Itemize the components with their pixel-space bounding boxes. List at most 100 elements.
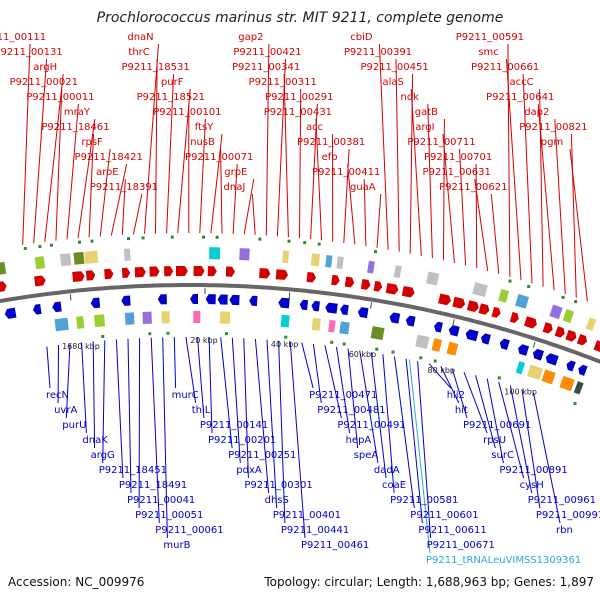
- feature-category-block: [54, 317, 69, 332]
- gene-label: P9211_18391: [90, 182, 158, 193]
- gc-dot: [224, 332, 228, 336]
- feature-category-block: [498, 289, 510, 303]
- label-leader: [66, 103, 79, 240]
- label-leader: [442, 133, 455, 263]
- gene-label: P9211_00291: [265, 92, 333, 103]
- gc-dot: [574, 300, 578, 304]
- gene-label: argG: [91, 450, 115, 461]
- feature-category-block: [339, 321, 350, 335]
- gene-label: murC: [172, 390, 199, 401]
- feature-category-block: [515, 361, 526, 375]
- gene-label: P9211_00311: [249, 77, 317, 88]
- gene-label: mraY: [64, 107, 91, 118]
- label-leader: [506, 58, 522, 281]
- reverse-gene-arrow: [545, 353, 559, 366]
- reverse-gene-arrow: [518, 344, 530, 356]
- feature-category-block: [336, 256, 344, 270]
- label-leader: [443, 118, 445, 261]
- label-leader: [405, 358, 423, 524]
- reverse-gene-arrow: [311, 300, 320, 312]
- label-leader: [115, 339, 124, 479]
- gene-label: dnaJ: [224, 182, 246, 193]
- feature-category-block: [472, 282, 488, 298]
- label-leader: [231, 337, 241, 464]
- forward-gene-arrow: [121, 267, 131, 279]
- label-leader: [102, 340, 106, 464]
- label-leader: [220, 337, 233, 449]
- gene-label: P9211_00051: [135, 510, 203, 521]
- forward-gene-arrow: [401, 285, 415, 298]
- label-lines: [22, 43, 588, 554]
- feature-category-block: [161, 311, 170, 324]
- gc-dot: [258, 237, 262, 241]
- feature-category-block: [562, 309, 575, 323]
- forward-gene-arrow: [306, 271, 316, 283]
- gene-label: P9211_00491: [337, 420, 405, 431]
- label-leader: [382, 354, 395, 494]
- label-leader: [166, 73, 175, 234]
- label-leader: [46, 346, 51, 389]
- reverse-gene-arrow: [357, 307, 369, 319]
- label-leader: [570, 133, 577, 298]
- gene-label: uvrA: [54, 405, 77, 416]
- label-leader: [289, 341, 306, 539]
- gene-label: P9211_00421: [233, 47, 301, 58]
- gene-label: P9211_00701: [424, 152, 492, 163]
- gene-label: rpsF: [81, 137, 103, 148]
- feature-category-block: [59, 253, 72, 267]
- gene-label: dnaN: [127, 32, 153, 43]
- label-leader: [509, 385, 533, 494]
- label-leader: [55, 88, 63, 241]
- gene-label: P9211_18521: [137, 92, 205, 103]
- summary-text: Topology: circular; Length: 1,688,963 bp…: [264, 575, 594, 589]
- gene-label: P9211_00011: [26, 92, 94, 103]
- gc-dot: [284, 335, 288, 339]
- forward-gene-arrow: [331, 274, 340, 286]
- feature-category-block: [549, 304, 563, 320]
- reverse-gene-arrow: [566, 360, 576, 372]
- gc-dot: [170, 235, 174, 239]
- gene-label: P9211_00131: [0, 47, 63, 58]
- label-leader: [162, 337, 168, 539]
- forward-gene-arrow: [85, 270, 96, 281]
- forward-gene-arrow: [466, 300, 479, 312]
- reverse-gene-arrow: [217, 294, 228, 305]
- gene-label: P9211_00691: [463, 420, 531, 431]
- gene-label: cbiD: [350, 32, 373, 43]
- forward-gene-arrow: [509, 311, 519, 323]
- forward-gene-arrow: [452, 296, 466, 309]
- gc-dot: [419, 356, 423, 360]
- gene-label: P9211_00251: [228, 450, 296, 461]
- label-leader: [539, 88, 544, 287]
- gene-label: argH: [33, 62, 57, 73]
- label-leader: [251, 193, 256, 235]
- gene-label: P9211_00301: [244, 480, 312, 491]
- feature-category-block: [367, 260, 375, 274]
- label-leader: [359, 350, 379, 464]
- label-leader: [33, 58, 48, 244]
- reverse-gene-arrow: [278, 297, 290, 309]
- gene-label: P9211_00411: [312, 167, 380, 178]
- feature-category-block: [415, 334, 430, 349]
- gc-dot: [573, 402, 577, 405]
- label-leader: [299, 88, 302, 239]
- gene-label: acc: [306, 122, 323, 133]
- gene-label: P9211_00661: [471, 62, 539, 73]
- label-leader: [81, 342, 87, 434]
- forward-gene-arrow: [149, 266, 160, 277]
- feature-category-block: [94, 314, 106, 328]
- label-leader: [127, 338, 132, 494]
- gene-label: P9211_00381: [297, 137, 365, 148]
- gene-label: dhsS: [265, 495, 289, 506]
- reverse-gene-arrow: [299, 299, 309, 311]
- gene-label: P9211_00021: [10, 77, 78, 88]
- gc-dot: [561, 295, 565, 299]
- gene-label: rbn: [556, 525, 573, 536]
- feature-category-block: [84, 250, 99, 264]
- gc-dot: [391, 350, 395, 354]
- gene-label: recN: [46, 390, 69, 401]
- gene-label: murB: [163, 540, 190, 551]
- gene-label: P9211_00101: [153, 107, 221, 118]
- feature-category-block: [446, 341, 459, 356]
